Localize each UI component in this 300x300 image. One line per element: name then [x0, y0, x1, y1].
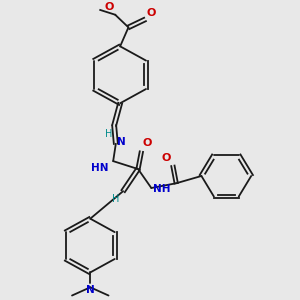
Text: NH: NH: [153, 184, 170, 194]
Text: HN: HN: [91, 163, 108, 173]
Text: N: N: [86, 285, 95, 295]
Text: O: O: [162, 153, 171, 163]
Text: O: O: [147, 8, 156, 18]
Text: O: O: [142, 139, 152, 148]
Text: H: H: [105, 129, 112, 139]
Text: N: N: [118, 137, 126, 147]
Text: O: O: [104, 2, 113, 12]
Text: H: H: [112, 194, 120, 204]
